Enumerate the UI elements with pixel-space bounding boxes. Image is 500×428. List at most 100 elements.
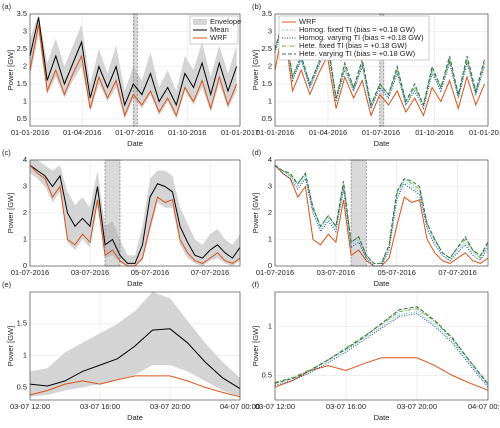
y-tick-label: 1 xyxy=(23,234,27,243)
x-tick-label: 03-07-2016 xyxy=(71,268,109,277)
series-line xyxy=(29,24,238,118)
x-tick-label: 07-07-2016 xyxy=(438,268,476,277)
legend-label: Homog. fixed TI (bias = +0.18 GW) xyxy=(299,25,416,34)
plot-frame xyxy=(29,13,241,127)
y-tick-label: 3 xyxy=(268,26,272,35)
legend-box xyxy=(278,15,430,61)
y-tick-label: 1 xyxy=(268,321,272,330)
legend-label: WRF xyxy=(210,33,227,42)
x-tick-label: 01-07-2016 xyxy=(11,268,49,277)
legend-label: Envelope xyxy=(210,17,241,26)
x-tick-label: 01-01-2017 xyxy=(469,128,500,137)
y-tick-label: 3.5 xyxy=(262,9,272,18)
panel: (d) 0 1 2 3 4 01-07-2016 03-07-2016 05-07-2016 07… xyxy=(251,148,489,288)
y-tick-label: 1 xyxy=(23,96,27,105)
envelope xyxy=(30,292,240,397)
legend-label: WRF xyxy=(299,17,316,26)
panel: (b) 0.5 1 1.5 2 2.5 3 3.5 01-01-2016 01-04-2016 01… xyxy=(251,2,500,148)
y-tick-label: 3 xyxy=(23,26,27,35)
highlight-span xyxy=(379,13,385,127)
plot-frame xyxy=(29,291,241,401)
panel-label: (c) xyxy=(2,148,11,157)
x-axis-label: Date xyxy=(127,413,143,422)
y-axis-label: Power [GW] xyxy=(6,193,15,233)
x-tick-label: 01-10-2016 xyxy=(415,128,453,137)
x-tick-label: 05-07-2016 xyxy=(378,268,416,277)
series-line xyxy=(274,311,489,386)
x-tick-label: 01-04-2016 xyxy=(63,128,101,137)
series-line xyxy=(274,357,489,391)
y-tick-label: 0 xyxy=(23,261,27,270)
x-tick-label: 03-07 12:00 xyxy=(10,402,50,411)
panel: (e) 0.5 1 1.5 03-07 12:00 03-07 16:00 03-07 20… xyxy=(2,280,260,422)
y-tick-label: 2 xyxy=(268,61,272,70)
y-tick-label: 1 xyxy=(23,351,27,360)
y-tick-label: 0.5 xyxy=(17,114,27,123)
panel-label: (f) xyxy=(252,280,260,289)
series-line xyxy=(29,17,238,107)
y-tick-label: 4 xyxy=(268,155,272,164)
x-axis-label: Date xyxy=(374,279,390,288)
y-tick-label: 2.5 xyxy=(17,44,27,53)
panel: (f) 0.5 1 03-07 12:00 03-07 16:00 03-07 20:00… xyxy=(251,280,500,422)
y-axis-label: Power [GW] xyxy=(251,326,260,366)
x-tick-label: 01-10-2016 xyxy=(168,128,206,137)
x-tick-label: 03-07 16:00 xyxy=(326,402,366,411)
panel-label: (a) xyxy=(2,2,12,11)
y-axis-label: Power [GW] xyxy=(6,326,15,366)
x-tick-label: 01-04-2016 xyxy=(309,128,347,137)
series-line xyxy=(29,375,241,398)
x-axis-label: Date xyxy=(127,279,143,288)
x-tick-label: 03-07 12:00 xyxy=(255,402,295,411)
series-line xyxy=(29,164,241,264)
series-line xyxy=(274,17,485,107)
x-tick-label: 03-07 20:00 xyxy=(150,402,190,411)
x-tick-label: 01-07-2016 xyxy=(256,268,294,277)
x-tick-label: 01-01-2017 xyxy=(221,128,259,137)
panel-label: (b) xyxy=(252,2,262,11)
y-tick-label: 2 xyxy=(23,61,27,70)
x-tick-label: 03-07-2016 xyxy=(317,268,355,277)
plot-frame xyxy=(274,13,489,127)
y-tick-label: 1 xyxy=(268,96,272,105)
panel-label: (d) xyxy=(252,148,262,157)
y-tick-label: 2 xyxy=(23,208,27,217)
y-tick-label: 3 xyxy=(268,181,272,190)
legend-label: Hete. fixed TI (bias = +0.18 GW) xyxy=(299,41,407,50)
y-axis-label: Power [GW] xyxy=(6,50,15,90)
series-line xyxy=(274,24,485,118)
legend-label: Hete. varying TI (bias = +0.18 GW) xyxy=(299,49,416,58)
plot-frame xyxy=(274,291,489,401)
x-tick-label: 03-07 16:00 xyxy=(80,402,120,411)
y-tick-label: 1 xyxy=(268,234,272,243)
x-tick-label: 07-07-2016 xyxy=(191,268,229,277)
x-tick-label: 04-07 00:00 xyxy=(468,402,500,411)
series-line xyxy=(274,20,485,111)
panel: (a) 0.5 1 1.5 2 2.5 3 3.5 01-01-2016 01-04-2016 01… xyxy=(2,2,259,148)
series-line xyxy=(274,308,489,384)
envelope xyxy=(30,160,240,266)
x-tick-label: 05-07-2016 xyxy=(131,268,169,277)
x-tick-label: 01-01-2016 xyxy=(256,128,294,137)
series-line xyxy=(274,164,489,264)
y-tick-label: 2.5 xyxy=(262,44,272,53)
x-tick-label: 03-07 20:00 xyxy=(397,402,437,411)
series-line xyxy=(274,313,489,388)
y-tick-label: 0.5 xyxy=(262,114,272,123)
series-line xyxy=(274,306,489,385)
y-tick-label: 4 xyxy=(23,155,27,164)
plot-frame xyxy=(29,159,241,267)
legend-label: Homog. varying TI (bias = +0.18 GW) xyxy=(299,33,424,42)
legend-label: Mean xyxy=(210,25,229,34)
y-tick-label: 1.5 xyxy=(17,319,27,328)
y-tick-label: 1.5 xyxy=(262,79,272,88)
plot-frame xyxy=(274,159,489,267)
legend-swatch xyxy=(193,19,207,25)
x-axis-label: Date xyxy=(374,139,390,148)
x-tick-label: 01-01-2016 xyxy=(11,128,49,137)
highlight-span xyxy=(132,13,138,127)
y-tick-label: 0.5 xyxy=(262,370,272,379)
y-tick-label: 3 xyxy=(23,181,27,190)
panel: (c) 0 1 2 3 4 01-07-2016 03-07-2016 05-07-2016 07… xyxy=(2,148,241,288)
